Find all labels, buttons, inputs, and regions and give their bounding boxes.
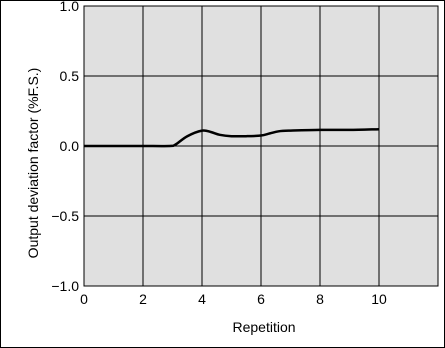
x-tick-label: 0	[80, 291, 88, 307]
y-axis-label: Output deviation factor (%F.S.)	[25, 68, 41, 259]
y-tick-label: −1.0	[51, 278, 79, 294]
x-axis-label: Repetition	[232, 319, 295, 335]
y-tick-label: 0.0	[60, 138, 80, 154]
x-tick-label: 8	[316, 291, 324, 307]
y-tick-labels: 1.0 0.5 0.0 −0.5 −1.0	[51, 0, 79, 294]
plot-border	[83, 5, 439, 287]
x-tick-label: 10	[371, 291, 387, 307]
y-tick-label: 0.5	[60, 68, 80, 84]
x-tick-label: 2	[139, 291, 147, 307]
y-tick-label: 1.0	[60, 0, 80, 14]
x-tick-labels: 0 2 4 6 8 10	[80, 291, 387, 307]
x-tick-label: 4	[198, 291, 206, 307]
series-line	[84, 127, 380, 148]
y-tick-label: −0.5	[51, 208, 79, 224]
series-layer	[84, 127, 380, 148]
x-tick-label: 6	[257, 291, 265, 307]
